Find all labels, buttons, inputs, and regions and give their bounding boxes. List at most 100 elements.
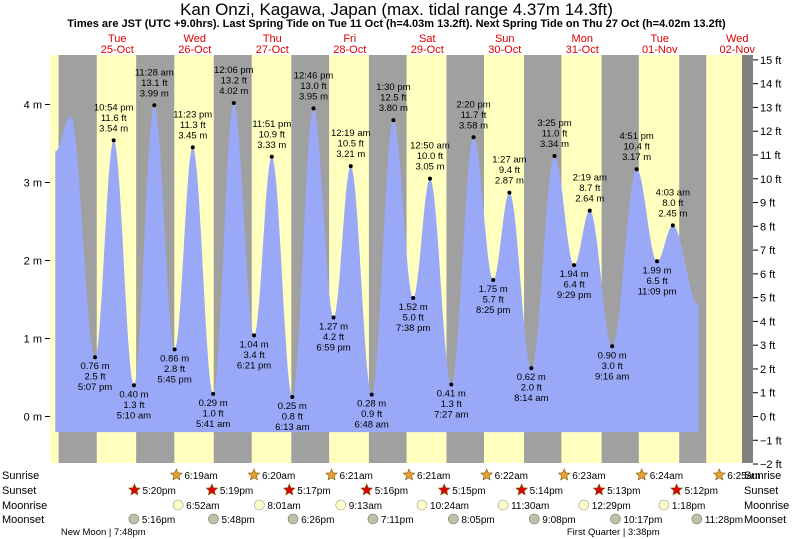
low-tide-label: 8:25 pm <box>476 305 510 316</box>
astro-row-label-right: Sunset <box>744 485 778 497</box>
low-tide-point <box>131 383 136 388</box>
sunrise-icon <box>635 468 649 481</box>
high-tide-point <box>152 103 157 108</box>
ft-tick-label: 7 ft <box>760 245 775 257</box>
low-tide-label: 5.7 ft <box>483 295 504 306</box>
day-date: 27-Oct <box>256 44 289 56</box>
sunset-icon <box>127 483 141 496</box>
day-name: Mon <box>572 33 593 45</box>
low-tide-point <box>610 344 615 349</box>
astro-time: 5:13pm <box>607 486 640 497</box>
high-tide-label: 13.0 ft <box>300 81 327 92</box>
low-tide-label: 0.29 m <box>199 398 228 409</box>
ft-tick-label: 4 ft <box>760 316 775 328</box>
low-tide-label: 4.2 ft <box>323 332 344 343</box>
high-tide-point <box>670 223 675 228</box>
low-tide-label: 6:21 pm <box>237 360 271 371</box>
high-tide-label: 4:03 am <box>656 187 690 198</box>
sunrise-icon <box>169 468 183 481</box>
ft-tick-label: 1 ft <box>760 388 775 400</box>
low-tide-point <box>491 278 496 282</box>
day-name: Tue <box>650 33 669 45</box>
low-tide-label: 9:16 am <box>595 371 629 382</box>
low-tide-point <box>655 259 660 264</box>
chart-subtitle: Times are JST (UTC +9.0hrs). Last Spring… <box>67 18 726 30</box>
high-tide-point <box>348 164 353 169</box>
high-tide-label: 11.6 ft <box>101 113 127 124</box>
moon-phase-label: First Quarter | 3:38pm <box>567 527 660 538</box>
day-date: 28-Oct <box>333 44 366 56</box>
astro-time: 5:15pm <box>452 486 485 497</box>
astro-row-label-right: Moonset <box>744 514 786 526</box>
low-tide-label: 2.8 ft <box>164 364 185 375</box>
ft-tick-label: 12 ft <box>760 126 781 138</box>
low-tide-label: 8:14 am <box>514 393 548 404</box>
low-tide-label: 5.0 ft <box>403 312 424 323</box>
astro-time: 6:19am <box>184 471 217 482</box>
low-tide-label: 6:48 am <box>355 420 389 431</box>
low-tide-label: 6.4 ft <box>564 280 585 291</box>
ft-tick-label: 15 ft <box>760 55 781 67</box>
moonrise-icon <box>172 499 184 511</box>
day-name: Sun <box>495 33 515 45</box>
moonset-icon <box>287 513 299 525</box>
high-tide-label: 10.4 ft <box>623 142 650 153</box>
astro-time: 9:08pm <box>542 515 575 526</box>
high-tide-label: 2:19 am <box>573 173 607 184</box>
sunrise-icon <box>325 468 338 481</box>
low-tide-label: 0.40 m <box>119 389 148 400</box>
sunset-icon <box>205 483 219 496</box>
day-date: 02-Nov <box>720 44 756 56</box>
low-tide-point <box>572 263 577 268</box>
day-date: 30-Oct <box>488 44 521 56</box>
high-tide-label: 3.21 m <box>336 149 365 160</box>
ft-tick-label: −2 ft <box>760 459 782 471</box>
low-tide-label: 6:13 am <box>275 422 309 433</box>
high-tide-point <box>190 145 195 150</box>
astro-time: 10:17pm <box>623 515 662 526</box>
moonset-icon <box>208 513 219 525</box>
high-tide-label: 13.2 ft <box>221 75 248 86</box>
day-name: Thu <box>263 33 282 45</box>
low-tide-point <box>172 347 177 352</box>
right-axis-band <box>742 55 753 463</box>
high-tide-label: 3.33 m <box>257 140 286 151</box>
high-tide-label: 8.0 ft <box>662 198 683 209</box>
low-tide-label: 6:59 pm <box>316 342 350 353</box>
high-tide-label: 11:51 pm <box>252 119 291 130</box>
low-tide-point <box>369 392 374 397</box>
day-name: Fri <box>343 33 356 45</box>
m-tick-label: 4 m <box>24 100 42 112</box>
low-tide-label: 7:38 pm <box>396 323 430 334</box>
low-tide-label: 0.41 m <box>437 389 466 400</box>
low-tide-label: 0.25 m <box>278 401 307 412</box>
high-tide-label: 3:25 pm <box>537 118 571 129</box>
low-tide-label: 5:07 pm <box>78 382 112 393</box>
astro-time: 5:16pm <box>142 515 175 526</box>
sunrise-icon <box>247 468 261 481</box>
ft-tick-label: 13 ft <box>760 102 781 114</box>
high-tide-point <box>427 176 432 181</box>
low-tide-label: 2.5 ft <box>84 372 105 383</box>
day-date: 26-Oct <box>178 44 211 56</box>
high-tide-label: 10.5 ft <box>338 139 365 150</box>
high-tide-label: 11:28 am <box>135 67 174 78</box>
high-tide-label: 3.54 m <box>99 123 128 134</box>
high-tide-label: 12:46 pm <box>294 70 334 81</box>
high-tide-label: 3.58 m <box>459 120 488 131</box>
astro-time: 11:28pm <box>705 515 743 526</box>
low-tide-label: 0.76 m <box>80 361 109 372</box>
high-tide-label: 3.05 m <box>415 162 444 173</box>
high-tide-label: 3.99 m <box>140 88 169 99</box>
astro-time: 5:17pm <box>297 486 330 497</box>
moonrise-icon <box>578 499 590 511</box>
moonrise-icon <box>416 499 428 511</box>
day-name: Sat <box>419 33 436 45</box>
ft-tick-label: 2 ft <box>760 364 775 376</box>
astro-time: 7:11pm <box>381 515 414 526</box>
high-tide-point <box>311 106 316 111</box>
sunrise-icon <box>557 468 571 481</box>
ft-tick-label: 0 ft <box>760 412 775 424</box>
low-tide-label: 1.52 m <box>399 302 428 313</box>
